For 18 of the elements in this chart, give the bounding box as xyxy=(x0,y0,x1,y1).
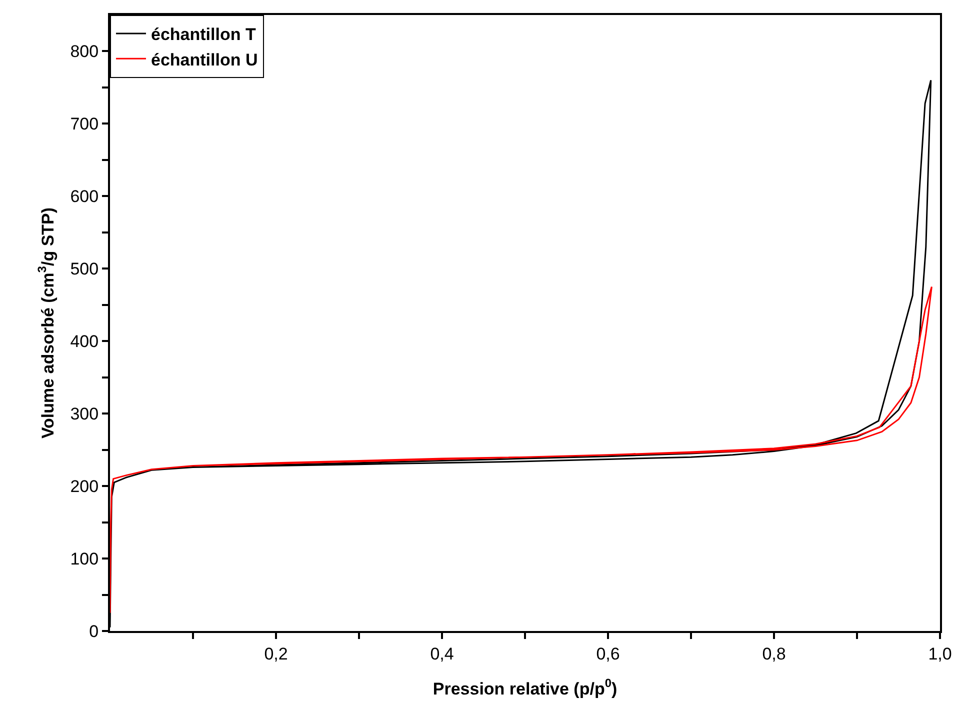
x-tick-label: 1,0 xyxy=(928,644,952,664)
line-series xyxy=(110,286,932,614)
y-tick-label: 300 xyxy=(70,404,99,424)
x-tick-label: 0,6 xyxy=(596,644,620,664)
y-tick-label: 100 xyxy=(70,549,99,568)
x-axis-title: Pression relative (p/p$^{0}$) xyxy=(432,676,618,698)
y-tick-label: 800 xyxy=(70,42,99,62)
y-tick-label: 400 xyxy=(70,332,99,352)
y-tick-label: 0 xyxy=(89,622,99,641)
y-tick-label: 600 xyxy=(70,187,99,206)
legend-label: échantillon T xyxy=(151,25,256,44)
y-tick-label: 500 xyxy=(70,260,99,279)
y-tick-label: 200 xyxy=(70,477,99,496)
x-tick-label: 0,4 xyxy=(430,644,454,664)
legend-label: échantillon U xyxy=(151,50,258,70)
x-tick-label: 0,8 xyxy=(762,644,786,664)
y-tick-label: 700 xyxy=(70,114,99,134)
x-tick-label: 0,2 xyxy=(264,644,288,664)
